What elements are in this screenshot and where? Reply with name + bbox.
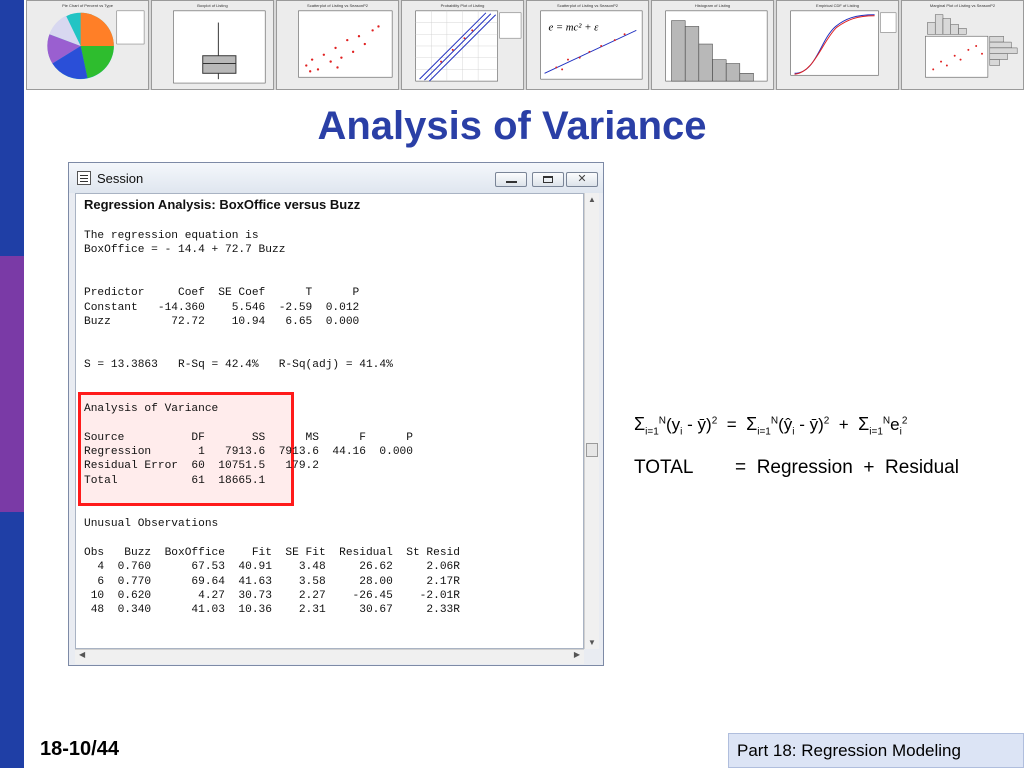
minimize-button[interactable] xyxy=(495,172,527,187)
output-line: Buzz 72.72 10.94 6.65 0.000 xyxy=(84,316,360,329)
thumbnail-title: Empirical CDF of Listing xyxy=(816,3,859,8)
session-output: Regression Analysis: BoxOffice versus Bu… xyxy=(84,197,460,618)
output-line: S = 13.3863 R-Sq = 42.4% R-Sq(adj) = 41.… xyxy=(84,359,393,372)
output-line: Source DF SS MS F P xyxy=(84,431,413,444)
thumbnail-title: Scatterplot of Listing vs SeasonP2 xyxy=(307,3,368,8)
thumbnail-title: Histogram of Listing xyxy=(694,3,731,8)
regression-label: Regression xyxy=(756,457,853,478)
output-line: BoxOffice = - 14.4 + 72.7 Buzz xyxy=(84,244,286,257)
output-line: 4 0.760 67.53 40.91 3.48 26.62 2.06R xyxy=(84,561,460,574)
thumbnail-title: Scatterplot of Listing vs SeasonP2 xyxy=(557,3,618,8)
scroll-up-icon[interactable]: ▲ xyxy=(588,195,596,204)
boxplot-graphic xyxy=(173,10,266,84)
output-line: Total 61 18665.1 xyxy=(84,474,266,487)
pie-chart-graphic xyxy=(47,10,145,80)
probability-plot-graphic xyxy=(415,10,522,82)
thumbnail-title: Probability Plot of Listing xyxy=(440,3,485,8)
scroll-left-icon[interactable]: ◀ xyxy=(79,650,86,659)
window-title: Session xyxy=(97,171,144,186)
session-window: Session Regression Analysis: BoxOffice v… xyxy=(68,162,604,666)
histogram-graphic xyxy=(665,10,768,82)
thumbnail-boxplot: Boxplot of Listing xyxy=(151,0,274,90)
vertical-scroll-thumb[interactable] xyxy=(586,443,598,457)
thumbnail-histogram: Histogram of Listing xyxy=(651,0,774,90)
footer-part-label: Part 18: Regression Modeling xyxy=(737,741,961,760)
thumbnail-probability: Probability Plot of Listing xyxy=(401,0,524,90)
thumbnail-strip: Pie Chart of Percent vs Type Boxplot of … xyxy=(26,0,1024,90)
scatterplot-graphic xyxy=(298,10,393,78)
equals-sign: = xyxy=(735,457,747,478)
residual-label: Residual xyxy=(885,457,959,478)
scroll-down-icon[interactable]: ▼ xyxy=(588,638,596,647)
thumbnail-title: Pie Chart of Percent vs Type xyxy=(62,3,113,8)
slide-title: Analysis of Variance xyxy=(317,104,707,148)
output-line: 10 0.620 4.27 30.73 2.27 -26.45 -2.01R xyxy=(84,589,460,602)
output-line: 48 0.340 41.03 10.36 2.31 30.67 2.33R xyxy=(84,604,460,617)
thumbnail-formula-text: e = mc² + ε xyxy=(548,21,599,33)
close-button[interactable] xyxy=(566,172,598,187)
formula-labels: TOTAL = Regression + Residual xyxy=(634,457,959,479)
output-lines: The regression equation is BoxOffice = -… xyxy=(84,230,460,617)
footer-part-box: Part 18: Regression Modeling xyxy=(728,733,1024,768)
thumbnail-marginal: Marginal Plot of Listing vs SeasonP2 xyxy=(901,0,1024,90)
output-line: Obs Buzz BoxOffice Fit SE Fit Residual S… xyxy=(84,546,460,559)
output-line: Analysis of Variance xyxy=(84,402,219,415)
anova-highlight-box xyxy=(78,392,294,506)
output-heading: Regression Analysis: BoxOffice versus Bu… xyxy=(84,197,361,212)
output-line: Unusual Observations xyxy=(84,517,219,530)
slide-number: 18-10/44 xyxy=(40,738,119,760)
output-line: 6 0.770 69.64 41.63 3.58 28.00 2.17R xyxy=(84,575,460,588)
thumbnail-cdf: Empirical CDF of Listing xyxy=(776,0,899,90)
horizontal-scrollbar[interactable]: ◀ ▶ xyxy=(75,649,584,664)
session-output-area[interactable]: Regression Analysis: BoxOffice versus Bu… xyxy=(75,193,584,649)
thumbnail-title: Marginal Plot of Listing vs SeasonP2 xyxy=(929,3,996,8)
output-line: Regression 1 7913.6 7913.6 44.16 0.000 xyxy=(84,445,413,458)
sum-of-squares-formula: Σi=1N(yi - ȳ)2 = Σi=1N(ŷi - ȳ)2 + Σi=1Ne… xyxy=(634,414,908,438)
output-line: The regression equation is xyxy=(84,229,259,242)
marginal-plot-graphic xyxy=(925,14,1018,78)
thumbnail-formula-scatter: Scatterplot of Listing vs SeasonP2 e = m… xyxy=(526,0,649,90)
plus-sign: + xyxy=(863,457,875,478)
left-band-bottom xyxy=(0,512,24,768)
scroll-right-icon[interactable]: ▶ xyxy=(573,650,580,659)
vertical-scrollbar[interactable]: ▲ ▼ xyxy=(584,193,599,649)
cdf-graphic xyxy=(790,10,897,76)
maximize-button[interactable] xyxy=(532,172,564,187)
left-band-middle xyxy=(0,256,24,512)
thumbnail-pie: Pie Chart of Percent vs Type xyxy=(26,0,149,90)
total-label: TOTAL xyxy=(634,457,693,478)
thumbnail-title: Boxplot of Listing xyxy=(197,3,228,8)
session-icon xyxy=(77,171,91,185)
thumbnail-scatter: Scatterplot of Listing vs SeasonP2 xyxy=(276,0,399,90)
formula-scatter-graphic: e = mc² + ε xyxy=(540,10,643,80)
output-line: Predictor Coef SE Coef T P xyxy=(84,287,360,300)
output-line: Constant -14.360 5.546 -2.59 0.012 xyxy=(84,301,360,314)
output-line: Residual Error 60 10751.5 179.2 xyxy=(84,460,319,473)
window-titlebar[interactable]: Session xyxy=(69,163,603,193)
left-band-top xyxy=(0,0,24,256)
